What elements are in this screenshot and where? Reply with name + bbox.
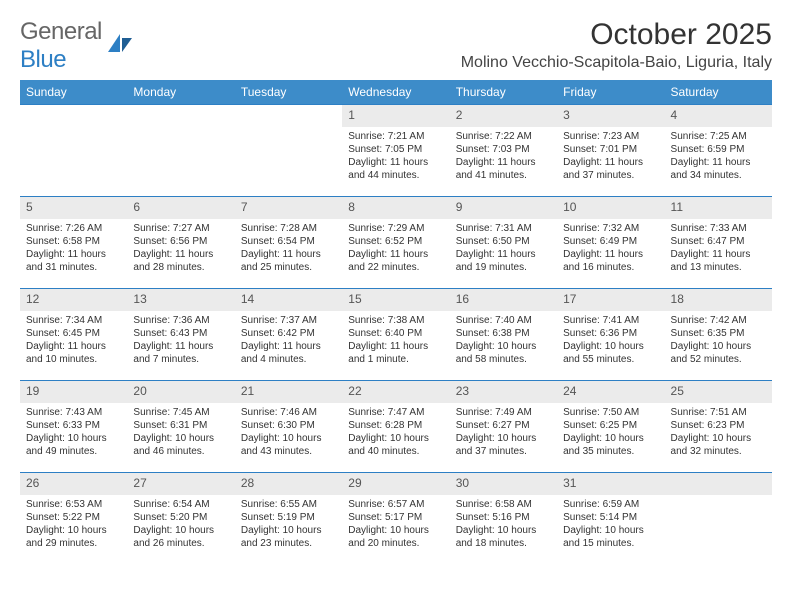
day-number-cell bbox=[127, 105, 234, 127]
day-content-cell: Sunrise: 7:26 AMSunset: 6:58 PMDaylight:… bbox=[20, 219, 127, 289]
day-number-cell: 7 bbox=[235, 197, 342, 219]
brand-logo: General Blue bbox=[20, 18, 134, 74]
day-number-cell: 6 bbox=[127, 197, 234, 219]
day-content-cell: Sunrise: 7:33 AMSunset: 6:47 PMDaylight:… bbox=[665, 219, 772, 289]
day-content-cell: Sunrise: 6:55 AMSunset: 5:19 PMDaylight:… bbox=[235, 495, 342, 565]
day-number-cell: 11 bbox=[665, 197, 772, 219]
day-content-cell: Sunrise: 7:36 AMSunset: 6:43 PMDaylight:… bbox=[127, 311, 234, 381]
day-number-cell: 21 bbox=[235, 381, 342, 403]
day-content-cell: Sunrise: 7:31 AMSunset: 6:50 PMDaylight:… bbox=[450, 219, 557, 289]
day-content-cell: Sunrise: 7:27 AMSunset: 6:56 PMDaylight:… bbox=[127, 219, 234, 289]
day-number-row: 567891011 bbox=[20, 197, 772, 219]
day-number-cell: 13 bbox=[127, 289, 234, 311]
location-text: Molino Vecchio-Scapitola-Baio, Liguria, … bbox=[461, 54, 772, 72]
day-number-cell: 12 bbox=[20, 289, 127, 311]
day-number-cell: 14 bbox=[235, 289, 342, 311]
day-number-cell: 3 bbox=[557, 105, 664, 127]
day-number-cell: 16 bbox=[450, 289, 557, 311]
day-content-cell: Sunrise: 7:23 AMSunset: 7:01 PMDaylight:… bbox=[557, 127, 664, 197]
day-number-cell: 19 bbox=[20, 381, 127, 403]
day-content-cell: Sunrise: 7:37 AMSunset: 6:42 PMDaylight:… bbox=[235, 311, 342, 381]
day-number-cell: 30 bbox=[450, 473, 557, 495]
day-number-cell: 20 bbox=[127, 381, 234, 403]
day-number-cell: 23 bbox=[450, 381, 557, 403]
day-content-cell: Sunrise: 7:49 AMSunset: 6:27 PMDaylight:… bbox=[450, 403, 557, 473]
day-number-row: 1234 bbox=[20, 105, 772, 127]
calendar-table: SundayMondayTuesdayWednesdayThursdayFrid… bbox=[20, 80, 772, 565]
calendar-body: 1234Sunrise: 7:21 AMSunset: 7:05 PMDayli… bbox=[20, 105, 772, 565]
day-number-cell: 17 bbox=[557, 289, 664, 311]
day-content-cell: Sunrise: 7:38 AMSunset: 6:40 PMDaylight:… bbox=[342, 311, 449, 381]
title-block: October 2025 Molino Vecchio-Scapitola-Ba… bbox=[461, 18, 772, 72]
logo-sail-icon bbox=[106, 32, 134, 61]
day-number-cell: 31 bbox=[557, 473, 664, 495]
day-content-row: Sunrise: 7:43 AMSunset: 6:33 PMDaylight:… bbox=[20, 403, 772, 473]
day-content-cell bbox=[235, 127, 342, 197]
day-content-row: Sunrise: 6:53 AMSunset: 5:22 PMDaylight:… bbox=[20, 495, 772, 565]
day-content-cell: Sunrise: 7:45 AMSunset: 6:31 PMDaylight:… bbox=[127, 403, 234, 473]
day-content-row: Sunrise: 7:21 AMSunset: 7:05 PMDaylight:… bbox=[20, 127, 772, 197]
weekday-header: Wednesday bbox=[342, 80, 449, 105]
day-number-cell bbox=[235, 105, 342, 127]
weekday-header-row: SundayMondayTuesdayWednesdayThursdayFrid… bbox=[20, 80, 772, 105]
logo-word-blue: Blue bbox=[20, 46, 66, 73]
day-content-cell: Sunrise: 7:22 AMSunset: 7:03 PMDaylight:… bbox=[450, 127, 557, 197]
day-content-cell: Sunrise: 7:50 AMSunset: 6:25 PMDaylight:… bbox=[557, 403, 664, 473]
day-content-cell: Sunrise: 7:21 AMSunset: 7:05 PMDaylight:… bbox=[342, 127, 449, 197]
day-content-cell: Sunrise: 7:47 AMSunset: 6:28 PMDaylight:… bbox=[342, 403, 449, 473]
logo-word-general: General bbox=[20, 18, 102, 45]
day-number-cell bbox=[665, 473, 772, 495]
day-content-cell: Sunrise: 6:57 AMSunset: 5:17 PMDaylight:… bbox=[342, 495, 449, 565]
weekday-header: Tuesday bbox=[235, 80, 342, 105]
page-header: General Blue October 2025 Molino Vecchio… bbox=[20, 18, 772, 74]
weekday-header: Saturday bbox=[665, 80, 772, 105]
logo-text: General Blue bbox=[20, 18, 102, 74]
day-number-cell: 26 bbox=[20, 473, 127, 495]
day-content-cell: Sunrise: 7:25 AMSunset: 6:59 PMDaylight:… bbox=[665, 127, 772, 197]
day-number-cell: 22 bbox=[342, 381, 449, 403]
day-content-cell bbox=[20, 127, 127, 197]
day-content-cell: Sunrise: 7:28 AMSunset: 6:54 PMDaylight:… bbox=[235, 219, 342, 289]
weekday-header: Thursday bbox=[450, 80, 557, 105]
day-number-cell: 9 bbox=[450, 197, 557, 219]
day-number-cell: 24 bbox=[557, 381, 664, 403]
day-content-cell: Sunrise: 7:29 AMSunset: 6:52 PMDaylight:… bbox=[342, 219, 449, 289]
weekday-header: Friday bbox=[557, 80, 664, 105]
day-number-row: 19202122232425 bbox=[20, 381, 772, 403]
day-number-cell: 18 bbox=[665, 289, 772, 311]
weekday-header: Monday bbox=[127, 80, 234, 105]
day-content-cell: Sunrise: 7:34 AMSunset: 6:45 PMDaylight:… bbox=[20, 311, 127, 381]
day-number-cell: 15 bbox=[342, 289, 449, 311]
day-number-cell: 8 bbox=[342, 197, 449, 219]
day-content-cell: Sunrise: 7:41 AMSunset: 6:36 PMDaylight:… bbox=[557, 311, 664, 381]
day-content-cell: Sunrise: 7:46 AMSunset: 6:30 PMDaylight:… bbox=[235, 403, 342, 473]
day-content-cell: Sunrise: 6:59 AMSunset: 5:14 PMDaylight:… bbox=[557, 495, 664, 565]
day-number-cell: 27 bbox=[127, 473, 234, 495]
day-content-cell: Sunrise: 6:54 AMSunset: 5:20 PMDaylight:… bbox=[127, 495, 234, 565]
day-content-row: Sunrise: 7:34 AMSunset: 6:45 PMDaylight:… bbox=[20, 311, 772, 381]
day-content-cell: Sunrise: 7:43 AMSunset: 6:33 PMDaylight:… bbox=[20, 403, 127, 473]
weekday-header: Sunday bbox=[20, 80, 127, 105]
day-content-cell: Sunrise: 7:51 AMSunset: 6:23 PMDaylight:… bbox=[665, 403, 772, 473]
day-content-cell: Sunrise: 6:53 AMSunset: 5:22 PMDaylight:… bbox=[20, 495, 127, 565]
day-number-row: 262728293031 bbox=[20, 473, 772, 495]
day-number-row: 12131415161718 bbox=[20, 289, 772, 311]
day-content-cell: Sunrise: 7:32 AMSunset: 6:49 PMDaylight:… bbox=[557, 219, 664, 289]
day-content-cell: Sunrise: 6:58 AMSunset: 5:16 PMDaylight:… bbox=[450, 495, 557, 565]
day-content-cell: Sunrise: 7:40 AMSunset: 6:38 PMDaylight:… bbox=[450, 311, 557, 381]
day-content-cell bbox=[665, 495, 772, 565]
month-title: October 2025 bbox=[461, 18, 772, 52]
day-number-cell: 5 bbox=[20, 197, 127, 219]
day-number-cell: 4 bbox=[665, 105, 772, 127]
day-number-cell: 28 bbox=[235, 473, 342, 495]
day-number-cell: 10 bbox=[557, 197, 664, 219]
day-content-row: Sunrise: 7:26 AMSunset: 6:58 PMDaylight:… bbox=[20, 219, 772, 289]
day-number-cell: 25 bbox=[665, 381, 772, 403]
day-number-cell: 29 bbox=[342, 473, 449, 495]
day-number-cell bbox=[20, 105, 127, 127]
day-content-cell: Sunrise: 7:42 AMSunset: 6:35 PMDaylight:… bbox=[665, 311, 772, 381]
day-number-cell: 1 bbox=[342, 105, 449, 127]
day-number-cell: 2 bbox=[450, 105, 557, 127]
day-content-cell bbox=[127, 127, 234, 197]
